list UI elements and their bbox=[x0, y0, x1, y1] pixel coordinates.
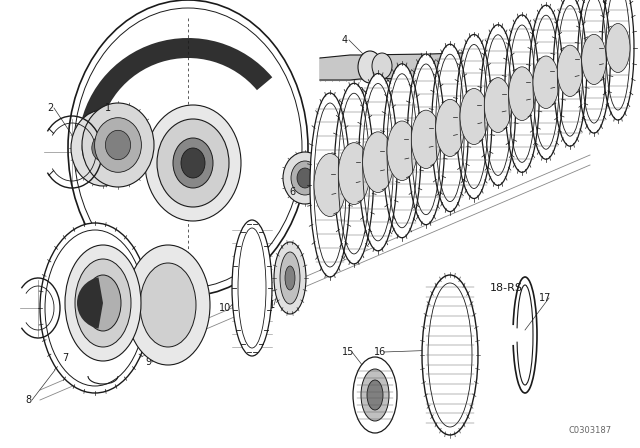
Ellipse shape bbox=[157, 119, 229, 207]
Ellipse shape bbox=[358, 73, 397, 252]
Ellipse shape bbox=[481, 24, 516, 186]
Ellipse shape bbox=[82, 103, 154, 187]
Text: 13: 13 bbox=[366, 190, 378, 200]
Text: 15: 15 bbox=[342, 347, 354, 357]
Ellipse shape bbox=[505, 14, 540, 173]
Text: 12: 12 bbox=[314, 200, 326, 210]
Ellipse shape bbox=[334, 82, 374, 265]
Ellipse shape bbox=[291, 161, 319, 195]
Ellipse shape bbox=[557, 45, 582, 96]
Text: 6: 6 bbox=[289, 187, 295, 197]
Ellipse shape bbox=[140, 263, 196, 347]
Ellipse shape bbox=[145, 105, 241, 221]
Text: 11: 11 bbox=[264, 300, 276, 310]
Ellipse shape bbox=[232, 220, 272, 356]
Ellipse shape bbox=[436, 99, 465, 156]
Ellipse shape bbox=[361, 369, 389, 421]
Ellipse shape bbox=[578, 0, 611, 134]
Ellipse shape bbox=[533, 56, 559, 108]
Ellipse shape bbox=[82, 123, 124, 172]
Text: 9: 9 bbox=[145, 357, 151, 367]
Text: 14: 14 bbox=[392, 200, 404, 210]
Text: 10: 10 bbox=[219, 303, 231, 313]
Ellipse shape bbox=[106, 130, 131, 159]
Ellipse shape bbox=[484, 78, 511, 133]
Ellipse shape bbox=[383, 63, 421, 239]
Ellipse shape bbox=[412, 110, 441, 168]
Ellipse shape bbox=[460, 89, 488, 145]
Wedge shape bbox=[77, 277, 103, 328]
Ellipse shape bbox=[95, 118, 141, 172]
Text: 12: 12 bbox=[599, 25, 611, 35]
Ellipse shape bbox=[283, 152, 327, 204]
Text: 3: 3 bbox=[357, 87, 363, 97]
Ellipse shape bbox=[529, 4, 563, 160]
Ellipse shape bbox=[68, 0, 308, 296]
Ellipse shape bbox=[422, 275, 478, 435]
Ellipse shape bbox=[280, 252, 300, 304]
Ellipse shape bbox=[71, 110, 135, 186]
Text: 8: 8 bbox=[25, 395, 31, 405]
Ellipse shape bbox=[85, 275, 121, 331]
Ellipse shape bbox=[583, 55, 597, 73]
Ellipse shape bbox=[274, 242, 306, 314]
Ellipse shape bbox=[372, 53, 392, 79]
Ellipse shape bbox=[602, 0, 634, 121]
Ellipse shape bbox=[314, 154, 346, 216]
Ellipse shape bbox=[367, 380, 383, 410]
Ellipse shape bbox=[310, 92, 350, 278]
Text: 18-RS: 18-RS bbox=[490, 283, 523, 293]
Ellipse shape bbox=[582, 34, 606, 85]
Ellipse shape bbox=[358, 51, 382, 83]
Ellipse shape bbox=[173, 138, 213, 188]
Ellipse shape bbox=[363, 132, 394, 193]
Text: 4: 4 bbox=[342, 35, 348, 45]
Text: 7: 7 bbox=[62, 353, 68, 363]
Ellipse shape bbox=[606, 23, 630, 73]
Text: 2: 2 bbox=[47, 103, 53, 113]
Text: 5: 5 bbox=[562, 40, 568, 50]
Text: C0303187: C0303187 bbox=[568, 426, 612, 435]
Wedge shape bbox=[79, 38, 272, 140]
Ellipse shape bbox=[285, 266, 295, 290]
Ellipse shape bbox=[353, 357, 397, 433]
Text: 16: 16 bbox=[374, 347, 386, 357]
Ellipse shape bbox=[431, 43, 468, 213]
Ellipse shape bbox=[387, 121, 417, 181]
Ellipse shape bbox=[339, 142, 370, 204]
Text: 17: 17 bbox=[539, 293, 551, 303]
Ellipse shape bbox=[407, 53, 445, 226]
Ellipse shape bbox=[554, 0, 587, 147]
Ellipse shape bbox=[75, 259, 131, 347]
Ellipse shape bbox=[456, 34, 492, 199]
Ellipse shape bbox=[578, 48, 602, 80]
Ellipse shape bbox=[40, 223, 150, 393]
Ellipse shape bbox=[126, 245, 210, 365]
Ellipse shape bbox=[65, 245, 141, 361]
Ellipse shape bbox=[181, 148, 205, 178]
Ellipse shape bbox=[509, 67, 535, 121]
Text: 1: 1 bbox=[105, 103, 111, 113]
Ellipse shape bbox=[297, 168, 313, 188]
Ellipse shape bbox=[92, 135, 114, 161]
